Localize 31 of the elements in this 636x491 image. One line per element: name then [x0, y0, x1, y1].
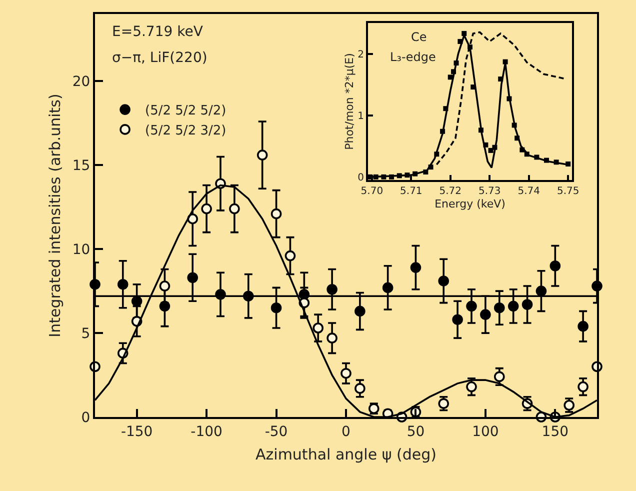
y-tick-label: 15 [72, 158, 90, 174]
annotation: L₃-edge [390, 50, 436, 64]
y-tick-label: 1 [358, 110, 364, 122]
y-axis-title: Integrated intensities (arb.units) [46, 94, 64, 338]
x-tick-label: 50 [406, 424, 425, 440]
x-tick-label: -50 [264, 424, 288, 440]
y-tick-label: 20 [72, 74, 90, 90]
y-tick-label: 2 [358, 49, 364, 60]
annotation: E=5.719 keV [112, 24, 204, 40]
x-axis-title: Energy (keV) [434, 198, 506, 211]
y-axis-title: Phot/mon *2*μ(E) [342, 53, 356, 150]
x-tick-label: 5.75 [556, 186, 580, 197]
annotation: Ce [411, 30, 427, 44]
annotation: σ−π, LiF(220) [112, 50, 208, 66]
x-axis-title: Azimuthal angle ψ (deg) [256, 445, 436, 464]
y-tick-label: 10 [72, 242, 90, 258]
x-tick-label: 5.71 [400, 186, 422, 197]
y-tick-label: 0 [358, 172, 364, 184]
legend-label: (5/2 5/2 3/2) [145, 124, 226, 139]
x-tick-label: 5.74 [518, 186, 540, 197]
x-tick-label: 100 [472, 424, 499, 440]
legend-label: (5/2 5/2 5/2) [145, 104, 226, 119]
x-tick-label: 150 [542, 424, 569, 440]
x-tick-label: 0 [342, 424, 350, 440]
y-tick-label: 0 [81, 410, 90, 426]
x-tick-label: 5.70 [360, 186, 384, 197]
x-tick-label: -100 [190, 424, 222, 440]
y-tick-label: 5 [81, 326, 90, 342]
x-tick-label: -150 [120, 424, 153, 440]
x-tick-label: 5.72 [439, 186, 462, 197]
x-tick-label: 5.73 [478, 186, 501, 197]
